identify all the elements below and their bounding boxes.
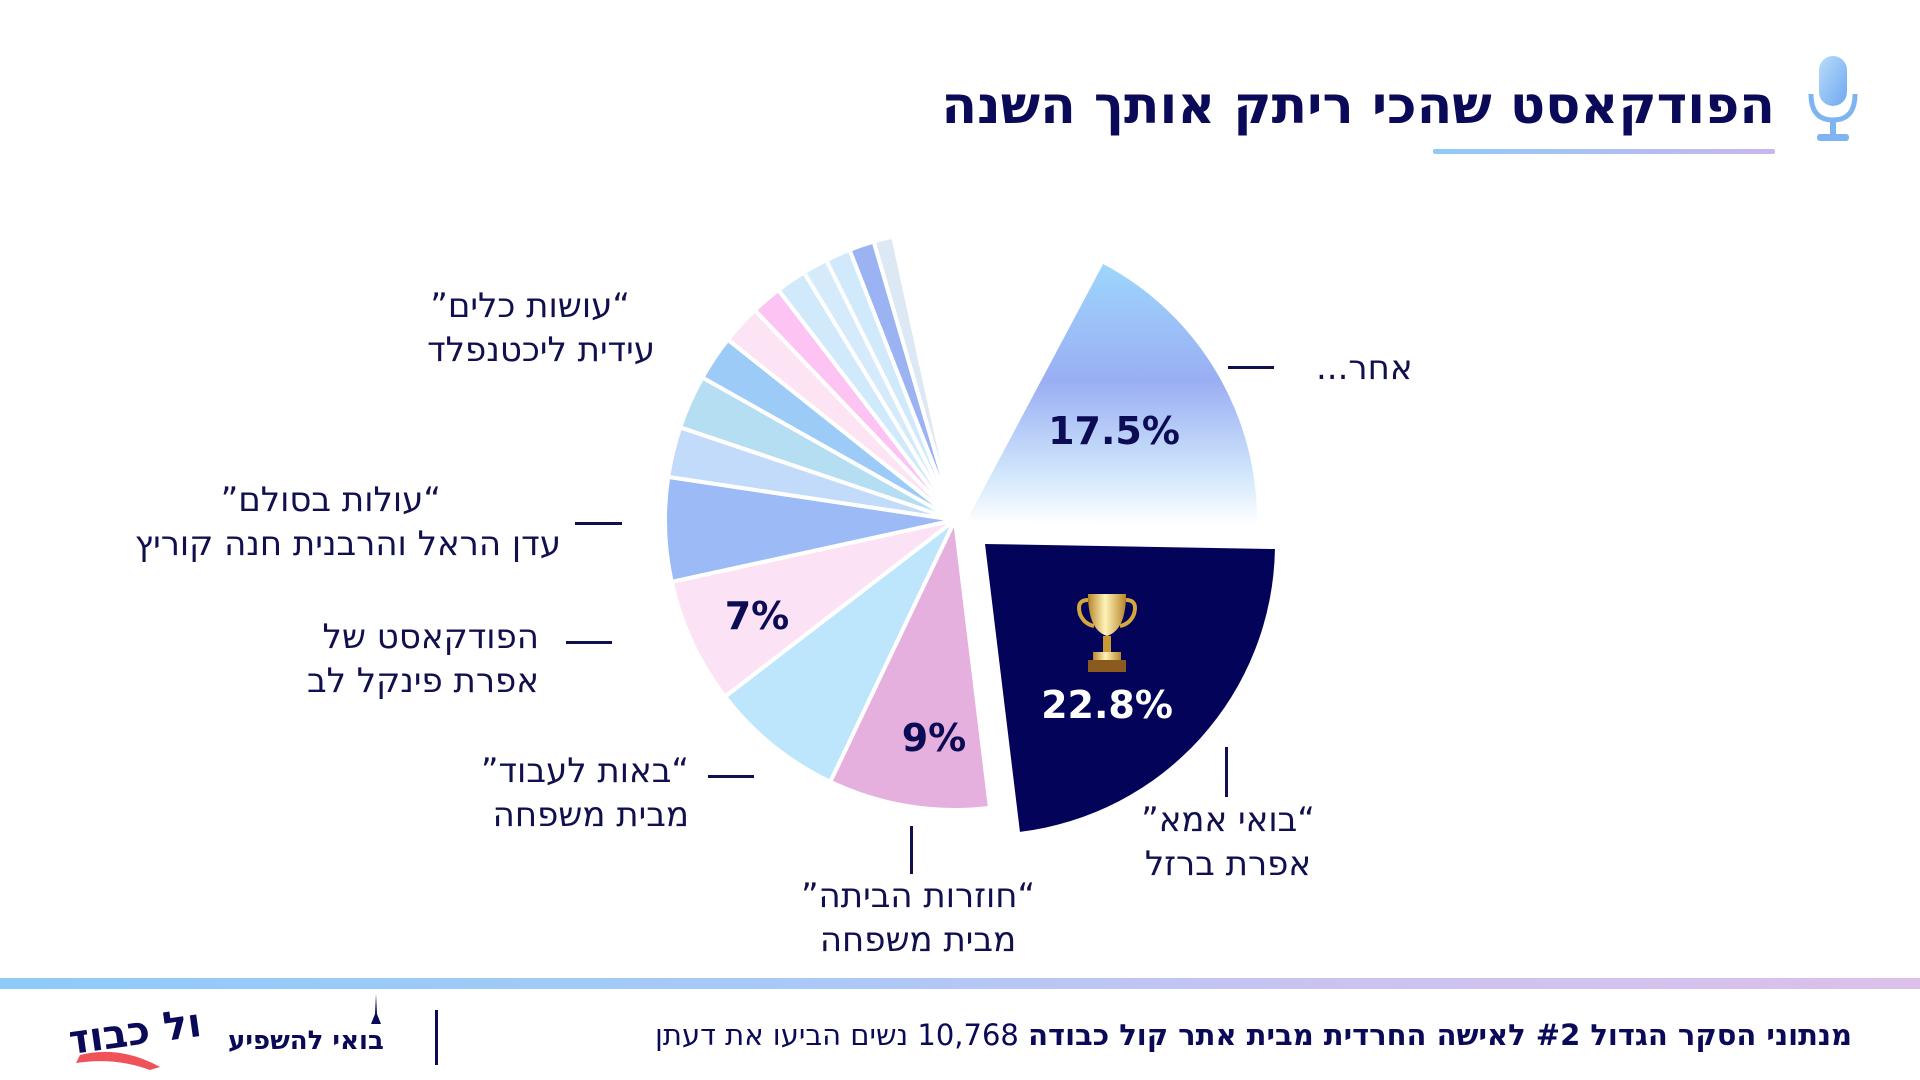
label-osot: “עושות כלים” עידית ליכטנפלד <box>427 284 655 372</box>
kol-kevuda-logo: קול כבודה <box>70 996 200 1070</box>
label-olot-host: עדן הראל והרבנית חנה קוריץ <box>134 524 561 564</box>
data-label-finkel: 7% <box>724 594 790 638</box>
label-olot: “עולות בסולם” עדן הראל והרבנית חנה קוריץ <box>135 478 561 566</box>
cta-text: בואי להשפיע <box>228 1026 384 1056</box>
data-label-other: 17.5% <box>1048 409 1180 453</box>
data-label-hozrot: 9% <box>901 716 967 760</box>
microphone-icon <box>1808 56 1858 141</box>
label-finkel-title: הפודקאסט של <box>322 617 539 657</box>
label-other: אחר... <box>1316 348 1413 388</box>
label-olot-title: “עולות בסולם” <box>220 480 441 520</box>
trophy-icon <box>1077 594 1137 672</box>
footer-gradient-bar <box>0 978 1920 989</box>
leader-line <box>910 826 913 874</box>
label-baot-title: “באות לעבוד” <box>480 751 689 791</box>
label-finkel-host: אפרת פינקל לב <box>307 661 539 701</box>
label-boi-ima-title: “בואי אמא” <box>1141 800 1315 840</box>
title-underline <box>1433 149 1775 154</box>
pie-slice <box>985 544 1275 832</box>
leader-line <box>566 641 612 644</box>
pie-slice <box>828 518 992 812</box>
label-osot-host: עידית ליכטנפלד <box>427 330 655 370</box>
label-baot: “באות לעבוד” מבית משפחה <box>481 749 689 837</box>
label-finkel: הפודקאסט של אפרת פינקל לב <box>307 615 539 703</box>
leader-line <box>1228 366 1274 369</box>
label-hozrot-host: מבית משפחה <box>819 920 1017 960</box>
leader-line <box>1225 747 1228 797</box>
leader-line <box>575 522 622 525</box>
label-osot-title: “עושות כלים” <box>430 286 630 326</box>
pie-slice <box>722 518 957 784</box>
page-title: הפודקאסט שהכי ריתק אותך השנה <box>941 76 1775 136</box>
pie-slice <box>669 518 957 699</box>
pie-slice <box>871 234 957 522</box>
label-boi-ima-host: אפרת ברזל <box>1144 844 1312 884</box>
footer-survey-count: 10,768 נשים הביעו את דעתן <box>654 1018 1019 1052</box>
pie-slice <box>967 263 1257 526</box>
label-hozrot-title: “חוזרות הביתה” <box>800 876 1036 916</box>
data-label-boi-ima: 22.8% <box>1041 683 1173 727</box>
leader-line <box>708 775 754 778</box>
footer-survey-bold: מנתוני הסקר הגדול #2 לאישה החרדית מבית א… <box>1028 1018 1852 1052</box>
pen-icon <box>371 994 381 1024</box>
label-hozrot: “חוזרות הביתה” מבית משפחה <box>768 874 1068 962</box>
footer-survey-text: מנתוני הסקר הגדול #2 לאישה החרדית מבית א… <box>655 1018 1852 1052</box>
footer-divider <box>435 1010 438 1065</box>
label-boi-ima: “בואי אמא” אפרת ברזל <box>1128 798 1328 886</box>
label-baot-host: מבית משפחה <box>492 795 689 835</box>
